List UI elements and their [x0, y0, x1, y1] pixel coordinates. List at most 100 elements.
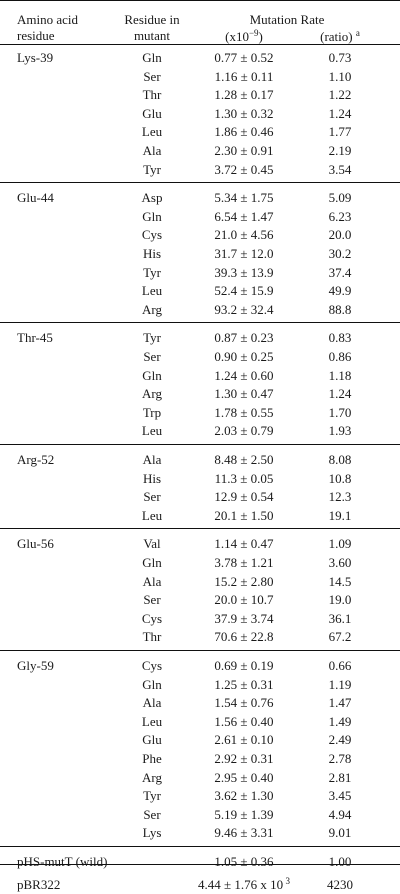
ratio-cell: 4230	[327, 876, 353, 892]
mutant-residue-cell: Lys	[142, 825, 162, 841]
ratio-cell: 0.73	[328, 50, 352, 65]
ratio-cell: 36.1	[328, 610, 352, 626]
mutation-rate-cell: 2.92 ± 0.31	[214, 751, 274, 766]
mutation-rate-cell: 0.90 ± 0.25	[214, 349, 274, 364]
mutant-residue-cell: Ser	[143, 806, 161, 822]
ratio-cell: 2.78	[328, 751, 352, 766]
mutation-rate-cell: 0.87 ± 0.23	[214, 330, 274, 346]
mutant-residue-cell: Gln	[142, 555, 162, 570]
mutant-residue-cell: Leu	[141, 713, 163, 729]
ratio-cell: 1.22	[328, 87, 352, 103]
mutant-residue-cell: Glu	[142, 105, 162, 121]
mutant-residue-cell: Thr	[142, 629, 162, 645]
ratio-cell: 4.94	[328, 806, 352, 822]
mutation-rate-cell: 5.34 ± 1.75	[214, 190, 274, 206]
ratio-cell: 0.83	[328, 330, 352, 346]
table-bottom-rule	[0, 864, 400, 865]
mutant-residue-cell: Ala	[142, 695, 162, 711]
residue-label: Thr-45	[17, 330, 53, 346]
mutation-rate-cell: 93.2 ± 32.4	[214, 301, 274, 317]
ratio-cell: 3.60	[328, 555, 352, 570]
mutation-rate-cell: 3.72 ± 0.45	[214, 161, 274, 177]
mutant-residue-cell: Gln	[142, 50, 162, 65]
ratio-cell: 19.1	[328, 507, 352, 523]
mutant-residue-cell: Arg	[142, 301, 162, 317]
exponent-superscript: 3	[283, 875, 290, 886]
mutation-rate-cell: 1.14 ± 0.47	[214, 536, 274, 552]
group-separator-rule	[0, 650, 400, 651]
mutation-rate-cell: 0.77 ± 0.52	[214, 50, 274, 65]
mutant-residue-cell: Cys	[141, 227, 163, 243]
mutation-rate-cell: 52.4 ± 15.9	[214, 283, 274, 299]
ratio-cell: 1.49	[328, 713, 352, 729]
mutant-residue-cell: Cys	[141, 610, 163, 626]
ratio-cell: 1.10	[328, 68, 352, 84]
mutant-residue-cell: Leu	[141, 507, 163, 523]
header-bottom-rule	[0, 44, 400, 45]
ratio-cell: 3.45	[328, 788, 352, 804]
ratio-cell: 1.93	[328, 423, 352, 439]
ratio-cell: 3.54	[328, 161, 352, 177]
ratio-cell: 30.2	[328, 246, 352, 261]
control-label: pHS-mutT (wild)	[17, 854, 108, 869]
mutation-rate-cell: 37.9 ± 3.74	[214, 610, 274, 626]
mutation-rate-cell: 31.7 ± 12.0	[214, 246, 274, 261]
residue-label: Glu-56	[17, 536, 54, 552]
mutation-rate-cell: 1.25 ± 0.31	[214, 676, 274, 692]
ratio-cell: 19.0	[328, 592, 352, 608]
mutation-rate-cell: 70.6 ± 22.8	[214, 629, 274, 645]
ratio-cell: 37.4	[328, 264, 352, 280]
mutant-residue-cell: Tyr	[143, 788, 161, 804]
ratio-cell: 12.3	[328, 489, 352, 505]
group-separator-rule	[0, 444, 400, 445]
col-header-residue-in: Residue in	[124, 12, 180, 27]
col-header-mutation-rate: Mutation Rate	[249, 12, 325, 27]
mutation-rate-cell: 9.46 ± 3.31	[214, 825, 274, 841]
ratio-cell: 6.23	[328, 208, 352, 224]
col-subheader-rate: (x10−9)	[225, 28, 263, 44]
ratio-cell: 1.09	[328, 536, 352, 552]
col-header-amino-acid: Amino acid	[17, 12, 79, 27]
ratio-cell: 1.70	[328, 404, 352, 420]
mutant-residue-cell: Ala	[142, 573, 162, 589]
mutation-rate-cell: 15.2 ± 2.80	[214, 573, 274, 589]
mutation-rate-cell: 20.0 ± 10.7	[214, 592, 274, 608]
mutation-rate-cell: 4.44 ± 1.76 x 10 3	[198, 875, 290, 892]
mutant-residue-cell: His	[142, 246, 162, 261]
group-separator-rule	[0, 846, 400, 847]
mutation-rate-cell: 2.03 ± 0.79	[214, 423, 274, 439]
col-header-mutant: mutant	[133, 28, 171, 43]
mutation-rate-cell: 1.30 ± 0.32	[214, 105, 274, 121]
mutation-rate-cell: 21.0 ± 4.56	[214, 227, 274, 243]
mutant-residue-cell: His	[142, 470, 162, 486]
mutation-rate-cell: 3.78 ± 1.21	[214, 555, 274, 570]
mutation-rate-cell: 20.1 ± 1.50	[214, 507, 274, 523]
mutation-rate-cell: 12.9 ± 0.54	[214, 489, 274, 505]
residue-label: Arg-52	[17, 452, 55, 467]
residue-label: Gly-59	[17, 658, 54, 673]
mutation-rate-cell: 11.3 ± 0.05	[214, 470, 274, 486]
mutation-rate-cell: 0.69 ± 0.19	[214, 658, 274, 673]
control-label: pBR322	[17, 876, 61, 892]
ratio-cell: 88.8	[328, 301, 352, 317]
mutation-rate-cell: 1.30 ± 0.47	[214, 386, 274, 402]
mutation-rate-cell: 2.30 ± 0.91	[214, 143, 274, 158]
ratio-cell: 49.9	[328, 283, 352, 299]
ratio-cell: 1.18	[328, 367, 352, 383]
mutation-rate-cell: 39.3 ± 13.9	[214, 264, 274, 280]
mutation-rate-cell: 1.54 ± 0.76	[214, 695, 274, 711]
mutant-residue-cell: Tyr	[143, 161, 161, 177]
ratio-cell: 1.24	[328, 105, 352, 121]
mutation-rate-cell: 2.61 ± 0.10	[214, 732, 274, 748]
mutant-residue-cell: Asp	[141, 190, 163, 206]
mutant-residue-cell: Ser	[143, 592, 161, 608]
ratio-cell: 0.66	[328, 658, 352, 673]
mutant-residue-cell: Trp	[142, 404, 162, 420]
group-separator-rule	[0, 528, 400, 530]
ratio-cell: 9.01	[328, 825, 352, 841]
mutant-residue-cell: Ala	[142, 143, 162, 158]
ratio-cell: 1.77	[328, 124, 352, 140]
ratio-cell: 2.19	[328, 143, 352, 158]
mutation-rate-cell: 1.78 ± 0.55	[214, 404, 274, 420]
